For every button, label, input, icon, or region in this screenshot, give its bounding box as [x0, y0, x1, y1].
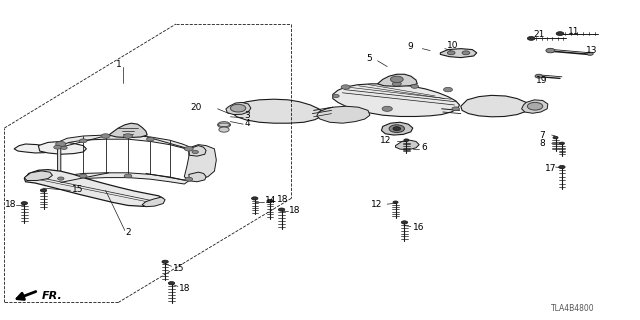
Polygon shape: [58, 173, 189, 184]
Text: 12: 12: [371, 200, 383, 209]
Circle shape: [535, 74, 543, 78]
Text: 21: 21: [534, 30, 545, 39]
Circle shape: [462, 51, 470, 55]
Text: 10: 10: [447, 41, 458, 50]
Circle shape: [162, 260, 168, 263]
Circle shape: [389, 125, 404, 132]
Text: 2: 2: [125, 228, 131, 237]
Text: TLA4B4800: TLA4B4800: [551, 304, 595, 313]
Circle shape: [252, 197, 258, 200]
Circle shape: [333, 94, 339, 98]
Text: 15: 15: [72, 185, 83, 194]
Polygon shape: [378, 74, 417, 86]
Circle shape: [218, 122, 230, 128]
Circle shape: [393, 127, 401, 131]
Circle shape: [184, 147, 193, 151]
Text: 9: 9: [407, 42, 413, 51]
Text: 16: 16: [413, 223, 424, 232]
Text: 18: 18: [179, 284, 191, 293]
Circle shape: [527, 36, 535, 40]
Circle shape: [401, 221, 408, 224]
Circle shape: [185, 177, 193, 181]
Circle shape: [527, 102, 543, 110]
Circle shape: [392, 82, 401, 86]
Circle shape: [556, 32, 564, 36]
Circle shape: [192, 150, 198, 154]
Circle shape: [147, 137, 154, 141]
Circle shape: [124, 174, 132, 178]
Circle shape: [546, 48, 555, 53]
Circle shape: [54, 145, 61, 149]
Circle shape: [553, 136, 558, 139]
Polygon shape: [317, 106, 370, 123]
Circle shape: [168, 282, 175, 285]
Text: 7: 7: [540, 131, 545, 140]
Text: 18: 18: [5, 200, 17, 209]
Polygon shape: [24, 170, 163, 206]
Text: 12: 12: [380, 136, 392, 145]
Polygon shape: [232, 99, 323, 123]
Polygon shape: [381, 122, 413, 135]
Polygon shape: [333, 84, 460, 116]
Text: 4: 4: [244, 119, 250, 128]
Circle shape: [559, 165, 565, 169]
Circle shape: [404, 139, 409, 141]
Polygon shape: [14, 144, 51, 153]
Text: 17: 17: [545, 164, 557, 173]
Text: 20: 20: [190, 103, 202, 112]
Circle shape: [341, 85, 350, 89]
Polygon shape: [226, 102, 251, 115]
Text: 1: 1: [116, 60, 121, 69]
Circle shape: [40, 189, 47, 192]
Circle shape: [390, 76, 403, 83]
Text: 5: 5: [367, 54, 372, 63]
Circle shape: [278, 208, 285, 211]
Circle shape: [56, 141, 66, 147]
Text: 6: 6: [421, 143, 427, 152]
Circle shape: [101, 134, 110, 138]
Circle shape: [124, 134, 132, 138]
Text: FR.: FR.: [42, 291, 62, 301]
Circle shape: [61, 146, 67, 149]
Polygon shape: [24, 171, 52, 180]
Circle shape: [382, 106, 392, 111]
Circle shape: [393, 201, 398, 204]
Polygon shape: [142, 197, 165, 207]
Circle shape: [559, 142, 564, 145]
Polygon shape: [440, 49, 477, 58]
Circle shape: [267, 199, 273, 203]
Circle shape: [452, 107, 460, 111]
Polygon shape: [184, 145, 216, 181]
Circle shape: [79, 174, 87, 178]
Polygon shape: [461, 95, 530, 117]
Circle shape: [447, 51, 455, 55]
Text: 14: 14: [265, 196, 276, 205]
Polygon shape: [189, 172, 206, 182]
Polygon shape: [189, 146, 206, 156]
Circle shape: [587, 52, 593, 55]
Polygon shape: [38, 141, 86, 154]
Polygon shape: [58, 135, 192, 151]
Polygon shape: [396, 140, 419, 150]
Circle shape: [21, 202, 28, 205]
Polygon shape: [58, 142, 61, 183]
Circle shape: [230, 104, 246, 112]
Text: 11: 11: [568, 28, 580, 36]
Circle shape: [58, 177, 64, 180]
Text: 8: 8: [540, 139, 545, 148]
Circle shape: [444, 87, 452, 92]
Text: 3: 3: [244, 111, 250, 120]
Text: 13: 13: [586, 46, 597, 55]
Circle shape: [219, 127, 229, 132]
Circle shape: [79, 139, 87, 143]
Polygon shape: [109, 123, 147, 138]
Polygon shape: [522, 100, 548, 113]
Circle shape: [411, 84, 419, 88]
Text: 18: 18: [289, 206, 301, 215]
Text: 18: 18: [276, 195, 288, 204]
Text: 15: 15: [173, 264, 184, 273]
Text: 19: 19: [536, 76, 548, 85]
